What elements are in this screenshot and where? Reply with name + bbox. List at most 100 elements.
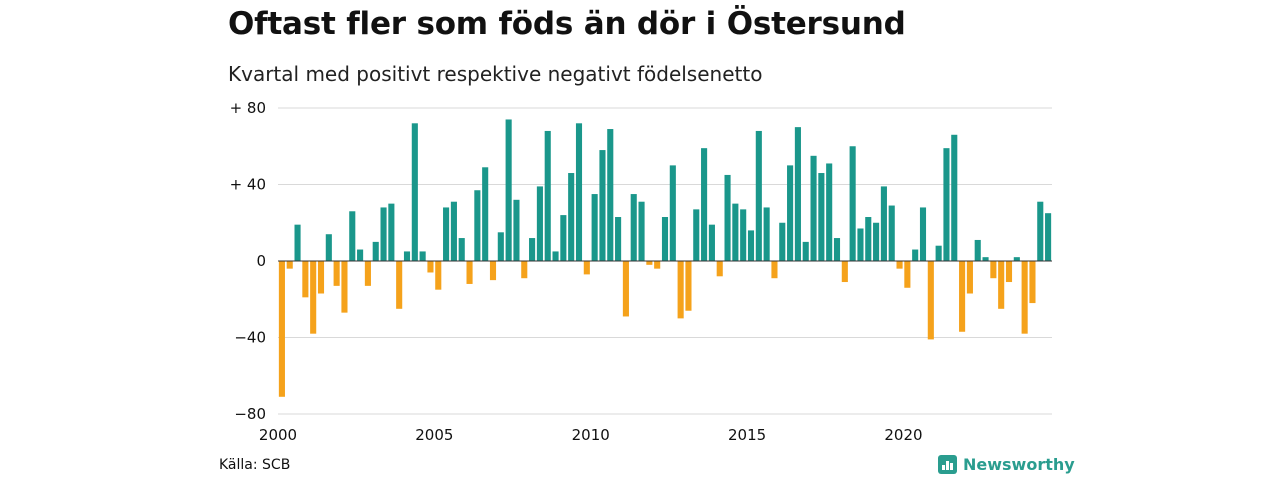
bar [974,239,981,261]
bar [497,232,504,261]
bar [521,261,528,279]
bar [912,249,919,261]
bar [568,173,575,261]
bar [693,209,700,261]
bar [646,261,653,265]
bar [951,134,958,261]
bar [771,261,778,279]
bar [560,215,567,261]
bar [990,261,997,279]
bar [959,261,966,332]
bar [435,261,442,290]
bar [755,130,762,261]
bar [575,123,583,261]
bar [802,241,809,262]
axis-labels: + 80 + 40 0 −40 −80 2000 2005 2010 2015 2020 [230,99,923,444]
bar [419,251,426,261]
bar [278,261,285,397]
bar [927,261,934,340]
y-tick-label: + 80 [230,99,266,117]
bar [630,194,637,261]
x-tick-label: 2000 [259,426,297,444]
bar [1021,261,1028,334]
bar [317,261,325,294]
bar [708,224,715,261]
bar [286,261,293,269]
bar [747,230,755,261]
bar [1045,213,1052,261]
bar [857,228,864,261]
bar [333,261,340,286]
bar [372,241,379,262]
bar [427,261,434,273]
source-note: Källa: SCB [219,457,291,473]
y-tick-label: 0 [256,252,266,270]
bar [302,261,309,298]
bar [763,207,770,261]
x-tick-label: 2005 [415,426,453,444]
bar [896,261,903,269]
bar [310,261,317,334]
logo-text: Newsworthy [963,455,1075,474]
logo-chart-icon [938,455,957,474]
bar [458,238,465,261]
bar [638,201,645,261]
bar [654,261,661,269]
bar [841,261,848,283]
bar [411,123,418,261]
bar [450,201,457,261]
bar [888,205,895,261]
bar [380,207,387,261]
bar [826,163,833,261]
bar [865,217,872,261]
x-tick-label: 2010 [572,426,610,444]
bar [740,209,747,261]
bar [443,207,450,261]
bar [904,261,911,288]
bar [677,261,684,319]
bar [833,238,841,261]
chart-subtitle: Kvartal med positivt respektive negativt… [228,62,763,86]
bar [1029,261,1036,304]
bar [669,165,676,262]
bar [396,261,403,309]
bar [513,199,520,261]
bar [935,245,942,261]
bar [583,261,590,275]
bar [403,251,411,261]
x-tick-label: 2020 [884,426,922,444]
bar [982,257,989,261]
y-tick-label: + 40 [230,176,266,194]
bar [505,119,512,261]
bars [278,119,1052,397]
bar [966,261,973,294]
bar [818,173,825,261]
bar [685,261,692,311]
bar [599,150,606,261]
bar [716,261,723,277]
x-tick-label: 2015 [728,426,766,444]
bar [849,146,856,261]
bar [349,211,356,261]
bar [732,203,739,262]
bar [552,251,559,261]
bar [474,190,481,261]
newsworthy-logo: Newsworthy [938,455,1075,474]
bar [1013,257,1020,261]
y-tick-label: −40 [234,329,266,347]
bar [591,194,598,261]
bar [388,203,395,262]
bar [341,261,348,313]
y-tick-label: −80 [234,405,266,423]
bar [943,148,950,261]
bar [615,217,622,261]
bar [364,261,371,286]
bar [779,222,786,261]
bar [919,207,927,261]
bar [536,186,543,261]
bar [466,261,473,284]
bar [607,129,614,261]
bar [489,261,497,281]
chart-title: Oftast fler som föds än dör i Östersund [228,6,906,42]
